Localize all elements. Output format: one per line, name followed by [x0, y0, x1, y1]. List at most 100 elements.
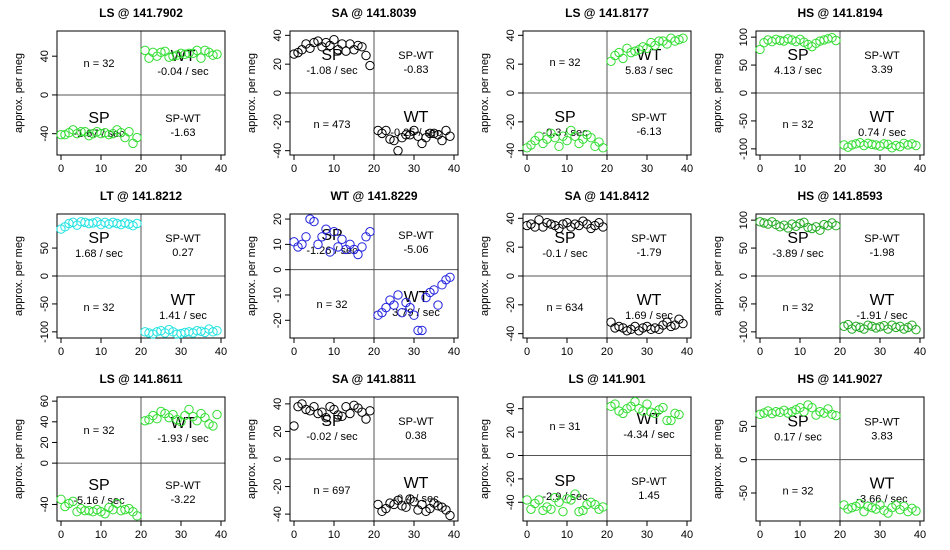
x-tick-label: 20: [601, 346, 613, 358]
y-tick-label: 10: [272, 238, 284, 250]
data-point: [441, 125, 451, 136]
data-point: [301, 232, 311, 242]
quadrant-label: SP-WT: [631, 233, 667, 245]
data-point: [622, 326, 632, 336]
data-point: [606, 56, 616, 66]
data-point: [546, 504, 556, 515]
scatter-panel-5: LT @ 141.8212 approx. per meg 0 10 20 30 40 -10…: [13, 189, 227, 358]
x-tick-label: 0: [58, 163, 64, 175]
panel-title: LS @ 141.8611: [99, 372, 182, 386]
quadrant-label: n = 32: [550, 57, 581, 69]
y-tick-label: 40: [39, 416, 51, 428]
quadrant-label: WT: [404, 475, 429, 492]
data-point: [783, 408, 793, 418]
quadrant-label: SP: [787, 230, 808, 247]
quadrant-label: SP-WT: [165, 480, 201, 492]
data-point: [755, 44, 765, 55]
x-tick-label: 20: [601, 529, 613, 541]
data-point: [156, 47, 166, 58]
data-point: [831, 221, 841, 231]
y-tick-label: 0: [39, 92, 51, 98]
data-point: [132, 511, 142, 521]
y-tick-label: -20: [272, 114, 284, 130]
data-point: [831, 35, 841, 46]
data-point: [120, 218, 130, 228]
scatter-panel-6: WT @ 141.8229 approx. per meg 0 10 20 30 40 -20…: [246, 189, 460, 358]
x-tick-label: 30: [874, 163, 886, 175]
data-point: [570, 489, 580, 499]
data-point: [405, 302, 415, 313]
data-point: [907, 139, 917, 149]
x-tick-label: 40: [448, 163, 460, 175]
data-point: [642, 399, 652, 409]
data-point: [847, 502, 857, 513]
data-point: [309, 401, 319, 412]
data-point: [212, 409, 222, 420]
scatter-panel-11: LS @ 141.901 approx. per meg 0 10 20 30 40 -40 -…: [479, 372, 693, 541]
data-point: [433, 501, 443, 511]
data-point: [208, 50, 218, 60]
y-tick-label: 40: [272, 29, 284, 41]
scatter-panel-1: LS @ 141.7902 approx. per meg 0 10 20 30 40 -40…: [13, 6, 227, 175]
x-tick-label: 40: [681, 163, 693, 175]
quadrant-label: SP-WT: [631, 476, 667, 488]
x-tick-label: 0: [757, 163, 763, 175]
x-tick-label: 30: [408, 163, 420, 175]
quadrant-label: SP: [88, 230, 109, 247]
x-tick-label: 30: [641, 163, 653, 175]
data-point: [76, 127, 86, 137]
panel-title: LS @ 141.8177: [565, 6, 649, 20]
data-point: [839, 321, 849, 331]
data-point: [522, 495, 532, 505]
data-point: [313, 239, 323, 250]
panel-title: LT @ 141.8212: [100, 189, 183, 203]
data-point: [389, 135, 399, 146]
data-point: [666, 415, 676, 426]
y-tick-label: -40: [39, 126, 51, 142]
data-point: [755, 409, 765, 420]
x-tick-label: 20: [601, 163, 613, 175]
data-point: [674, 409, 684, 420]
y-tick-label: 0: [505, 452, 517, 458]
quadrant-rate: -2.9 / sec: [542, 491, 588, 503]
quadrant-label: SP: [88, 110, 109, 127]
x-tick-label: 30: [408, 346, 420, 358]
x-tick-label: 10: [561, 163, 573, 175]
y-axis-label: approx. per meg: [246, 236, 258, 316]
quadrant-label: n = 32: [317, 299, 348, 311]
y-axis-label: approx. per meg: [479, 419, 491, 499]
quadrant-label: SP: [88, 477, 109, 494]
y-tick-label: -50: [39, 296, 51, 312]
data-point: [437, 135, 447, 146]
data-point: [413, 325, 423, 336]
data-point: [325, 247, 335, 257]
y-tick-label: 50: [738, 242, 750, 254]
x-tick-label: 20: [368, 346, 380, 358]
quadrant-label: SP-WT: [398, 230, 434, 242]
data-point: [313, 408, 323, 419]
quadrant-rate: 1.45: [638, 490, 659, 502]
data-point: [570, 131, 580, 141]
y-axis-label: approx. per meg: [712, 53, 724, 133]
data-point: [558, 506, 568, 517]
data-point: [184, 48, 194, 58]
y-tick-label: 20: [505, 241, 517, 253]
quadrant-label: WT: [171, 292, 196, 309]
y-tick-label: -20: [272, 479, 284, 495]
data-point: [445, 510, 455, 521]
data-point: [373, 499, 383, 510]
y-tick-label: -50: [738, 113, 750, 129]
y-tick-label: -40: [272, 506, 284, 522]
data-point: [401, 130, 411, 140]
data-point: [192, 416, 202, 426]
data-point: [132, 218, 142, 229]
data-point: [353, 249, 363, 260]
scatter-panel-2: SA @ 141.8039 approx. per meg 0 10 20 30 40 -40…: [246, 6, 460, 175]
y-tick-label: 20: [505, 426, 517, 438]
quadrant-label: n = 634: [546, 302, 583, 314]
quadrant-rate: -5.16 / sec: [73, 495, 125, 507]
x-tick-label: 20: [834, 163, 846, 175]
quadrant-label: n = 32: [84, 302, 115, 314]
data-point: [353, 40, 363, 51]
data-point: [827, 409, 837, 420]
